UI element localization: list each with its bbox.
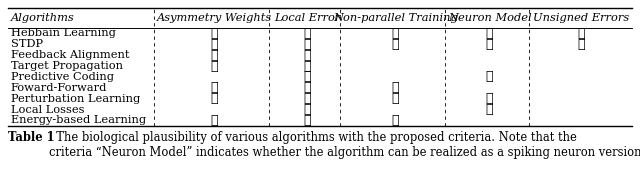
Text: Foward-Forward: Foward-Forward bbox=[11, 83, 108, 93]
Text: ✓: ✓ bbox=[211, 27, 218, 40]
Text: ✓: ✓ bbox=[392, 114, 399, 127]
Text: ✓: ✓ bbox=[486, 38, 493, 51]
Text: ✓: ✓ bbox=[392, 81, 399, 94]
Text: ✓: ✓ bbox=[303, 81, 311, 94]
Text: ✓: ✓ bbox=[486, 27, 493, 40]
Text: ✓: ✓ bbox=[392, 38, 399, 51]
Text: The biological plausibility of various algorithms with the proposed criteria. No: The biological plausibility of various a… bbox=[49, 131, 640, 159]
Text: Feedback Alignment: Feedback Alignment bbox=[11, 50, 129, 60]
Text: STDP: STDP bbox=[11, 39, 43, 49]
Text: ✓: ✓ bbox=[486, 70, 493, 83]
Text: Predictive Coding: Predictive Coding bbox=[11, 72, 114, 82]
Text: Local Losses: Local Losses bbox=[11, 104, 84, 115]
Text: ✓: ✓ bbox=[392, 27, 399, 40]
Text: ✓: ✓ bbox=[303, 49, 311, 62]
Text: Algorithms: Algorithms bbox=[11, 13, 75, 23]
Text: Unsigned Errors: Unsigned Errors bbox=[533, 13, 630, 23]
Text: ✓: ✓ bbox=[211, 38, 218, 51]
Text: ✓: ✓ bbox=[211, 114, 218, 127]
Text: ✓: ✓ bbox=[211, 49, 218, 62]
Text: ✓: ✓ bbox=[486, 103, 493, 116]
Text: Perturbation Learning: Perturbation Learning bbox=[11, 94, 140, 104]
Text: Target Propagation: Target Propagation bbox=[11, 61, 123, 71]
Text: ✓: ✓ bbox=[211, 81, 218, 94]
Text: ✓: ✓ bbox=[303, 38, 311, 51]
Text: ✓: ✓ bbox=[578, 38, 585, 51]
Text: ✓: ✓ bbox=[211, 60, 218, 73]
Text: Energy-based Learning: Energy-based Learning bbox=[11, 115, 146, 125]
Text: ✓: ✓ bbox=[486, 92, 493, 105]
Text: Local Error: Local Error bbox=[274, 13, 340, 23]
Text: ✓: ✓ bbox=[303, 27, 311, 40]
Text: ✓: ✓ bbox=[211, 92, 218, 105]
Text: ✓: ✓ bbox=[303, 114, 311, 127]
Text: ✓: ✓ bbox=[578, 27, 585, 40]
Text: Neuron Model: Neuron Model bbox=[448, 13, 531, 23]
Text: Table 1: Table 1 bbox=[8, 131, 55, 144]
Text: ✓: ✓ bbox=[303, 103, 311, 116]
Text: Hebbain Learning: Hebbain Learning bbox=[11, 28, 116, 39]
Text: ✓: ✓ bbox=[303, 70, 311, 83]
Text: Non-parallel Training: Non-parallel Training bbox=[333, 13, 458, 23]
Text: Asymmetry Weights: Asymmetry Weights bbox=[157, 13, 272, 23]
Text: ✓: ✓ bbox=[303, 60, 311, 73]
Text: ✓: ✓ bbox=[303, 92, 311, 105]
Text: ✓: ✓ bbox=[392, 92, 399, 105]
